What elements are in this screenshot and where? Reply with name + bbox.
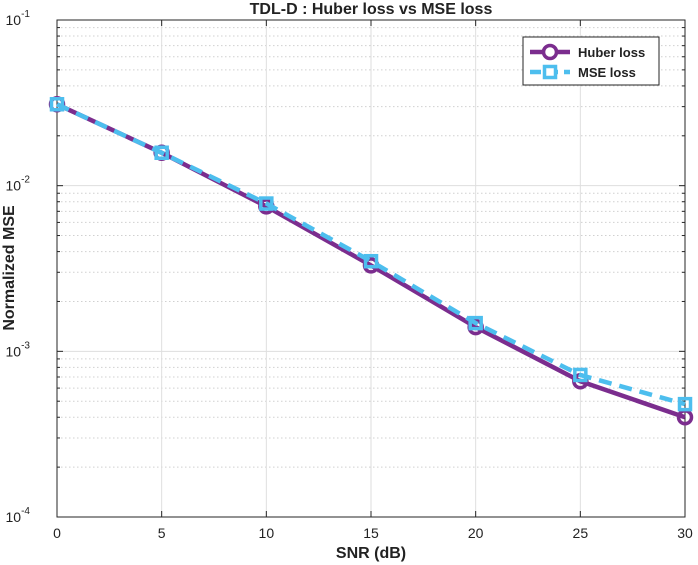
x-tick-label: 30 xyxy=(677,525,693,541)
data-point xyxy=(259,196,274,211)
legend: Huber loss MSE loss xyxy=(522,36,660,86)
legend-marker xyxy=(542,64,558,80)
x-tick-label: 10 xyxy=(259,525,275,541)
data-point xyxy=(573,367,588,383)
data-point xyxy=(154,145,169,161)
legend-entry: MSE loss xyxy=(530,64,636,80)
y-tick-labels: 10-410-310-210-1 xyxy=(6,9,31,525)
y-tick-base: 10 xyxy=(6,509,22,525)
x-tick-label: 5 xyxy=(158,525,166,541)
y-tick-base: 10 xyxy=(6,343,22,359)
data-point xyxy=(677,396,693,412)
legend-entry: Huber loss xyxy=(530,43,645,61)
chart-title: TDL-D : Huber loss vs MSE loss xyxy=(250,1,493,18)
x-tick-labels: 0 5 10 15 20 25 30 xyxy=(53,525,693,541)
x-tick-label: 20 xyxy=(468,525,484,541)
axis-ticks xyxy=(56,19,686,518)
y-tick-label: 10-4 xyxy=(6,506,31,525)
y-tick-label: 10-1 xyxy=(6,9,31,28)
x-tick-label: 25 xyxy=(573,525,589,541)
data-point xyxy=(468,315,483,331)
y-tick-exponent: -1 xyxy=(21,9,30,20)
x-axis-label: SNR (dB) xyxy=(336,545,406,562)
series-1 xyxy=(49,97,693,412)
legend-marker xyxy=(541,43,559,61)
x-tick-label: 0 xyxy=(53,525,61,541)
y-axis-label: Normalized MSE xyxy=(1,205,18,331)
series-line xyxy=(56,102,686,407)
legend-label: MSE loss xyxy=(578,65,636,80)
x-tick-label: 15 xyxy=(363,525,379,541)
y-tick-label: 10-2 xyxy=(6,175,31,194)
y-tick-base: 10 xyxy=(6,12,22,28)
y-tick-exponent: -3 xyxy=(21,340,30,351)
series-layer xyxy=(48,96,694,426)
legend-label: Huber loss xyxy=(578,45,645,60)
y-tick-exponent: -4 xyxy=(21,506,30,517)
y-tick-base: 10 xyxy=(6,178,22,194)
y-tick-exponent: -2 xyxy=(21,175,30,186)
y-tick-label: 10-3 xyxy=(6,340,31,359)
data-point xyxy=(49,97,65,112)
data-point xyxy=(363,253,379,269)
